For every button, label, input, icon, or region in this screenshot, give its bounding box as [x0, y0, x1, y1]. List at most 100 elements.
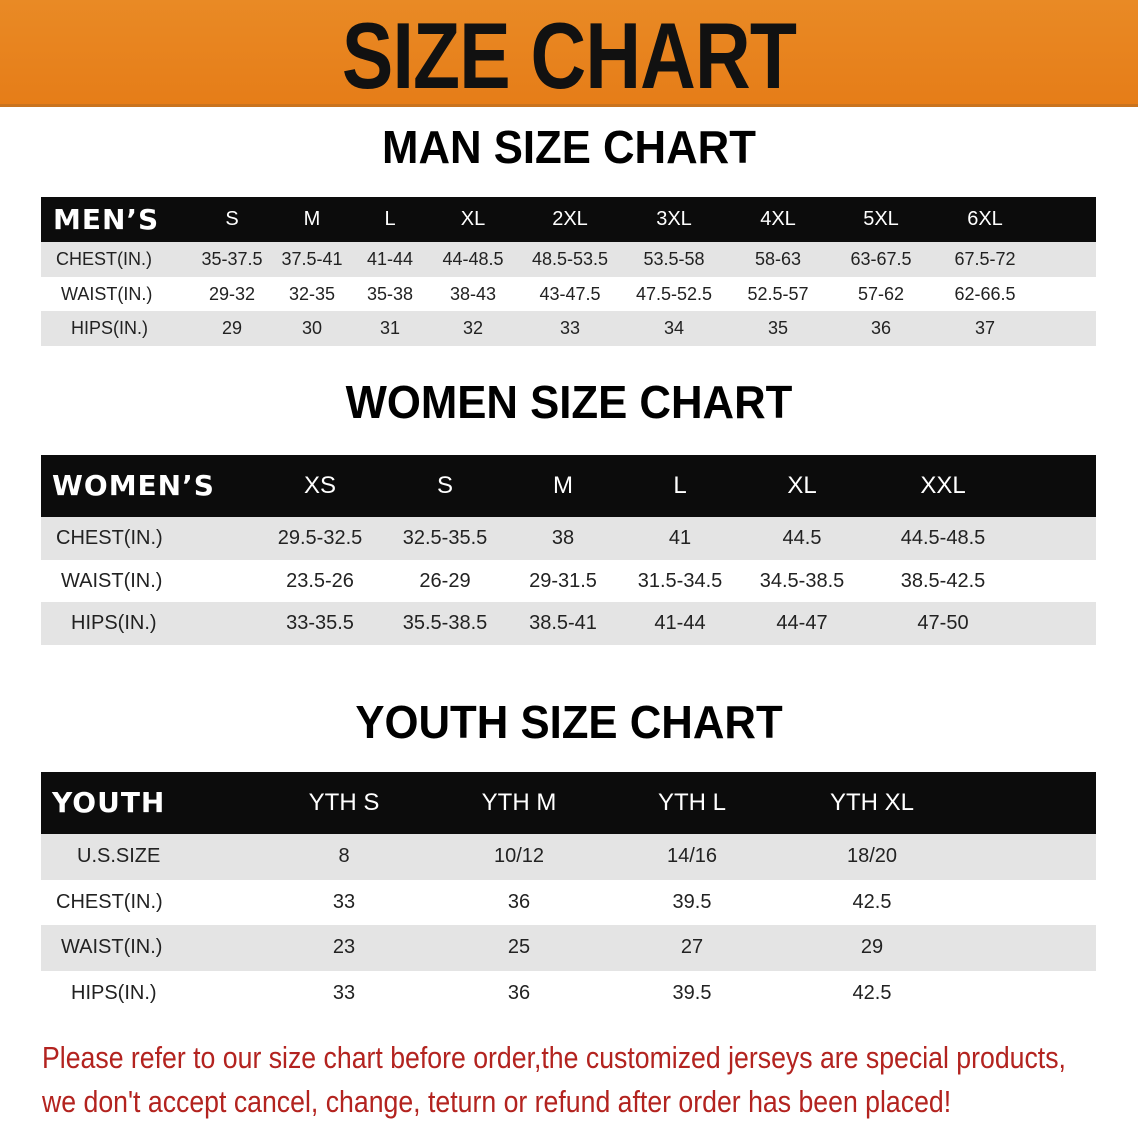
table-row: WAIST(IN.) 23 25 27 29 — [41, 925, 1096, 971]
size-column-header: YTH XL — [829, 789, 915, 816]
table-cell: 33-35.5 — [286, 612, 354, 634]
size-column-header: L — [673, 472, 687, 499]
table-cell: 57-62 — [857, 283, 905, 304]
table-cell: 41-44 — [366, 249, 414, 269]
table-cell: 29-31.5 — [529, 569, 597, 592]
table-cell: 47.5-52.5 — [635, 283, 713, 304]
table-cell: 42.5 — [852, 981, 892, 1004]
table-cell: 33 — [559, 318, 581, 338]
table-cell: 42.5 — [852, 890, 892, 913]
table-cell: 35 — [767, 318, 789, 338]
size-chart-banner: SIZE CHART — [0, 0, 1138, 108]
table-cell: 36 — [507, 890, 531, 913]
women-section-title: WOMEN SIZE CHART — [345, 376, 793, 428]
table-cell: 34.5-38.5 — [759, 569, 845, 592]
table-cell: 52.5-57 — [747, 283, 809, 304]
size-column-header: M — [553, 472, 573, 499]
row-label: CHEST(IN.) — [56, 249, 152, 269]
size-column-header: XL — [460, 208, 486, 230]
table-cell: 67.5-72 — [954, 249, 1016, 269]
table-row: WAIST(IN.) 29-32 32-35 35-38 38-43 43-47.5 47.… — [41, 277, 1096, 312]
size-column-header: 3XL — [656, 208, 692, 230]
table-cell: 35-38 — [366, 283, 414, 304]
row-label: HIPS(IN.) — [71, 612, 157, 634]
size-column-header: XL — [787, 472, 817, 499]
table-cell: 27 — [680, 936, 704, 958]
size-column-header: YTH M — [481, 789, 557, 816]
table-cell: 63-67.5 — [850, 249, 912, 269]
row-label: WAIST(IN.) — [61, 283, 153, 304]
table-cell: 44.5 — [782, 527, 822, 549]
size-column-header: YTH S — [308, 789, 380, 816]
table-header-label: WOMEN’S — [52, 469, 215, 502]
table-cell: 37 — [974, 318, 996, 338]
table-cell: 33 — [332, 981, 356, 1004]
table-row: CHEST(IN.) 35-37.5 37.5-41 41-44 44-48.5 48.5… — [41, 242, 1096, 277]
table-row: HIPS(IN.) 33 36 39.5 42.5 — [41, 971, 1096, 1017]
table-row: HIPS(IN.) 29 30 31 32 33 34 35 36 37 — [41, 311, 1096, 346]
youth-size-table: YOUTH YTH S YTH M YTH L YTH XL U.S.SIZE 8 10/12… — [41, 772, 1096, 1016]
table-cell: 32.5-35.5 — [402, 527, 488, 549]
table-cell: 37.5-41 — [281, 249, 343, 269]
table-cell: 44-48.5 — [442, 249, 504, 269]
table-cell: 36 — [507, 981, 531, 1004]
table-cell: 26-29 — [419, 569, 471, 592]
table-cell: 29 — [860, 936, 884, 958]
table-cell: 35-37.5 — [201, 249, 263, 269]
table-cell: 48.5-53.5 — [531, 249, 609, 269]
table-cell: 29-32 — [208, 283, 256, 304]
size-column-header: 5XL — [863, 208, 899, 230]
table-cell: 38.5-42.5 — [900, 569, 986, 592]
row-label: CHEST(IN.) — [56, 527, 163, 549]
size-column-header: S — [436, 472, 454, 499]
size-column-header: M — [303, 208, 321, 230]
table-header-row: MEN’S S M L XL 2XL 3XL 4XL 5XL 6XL — [41, 197, 1096, 242]
table-cell: 29 — [221, 318, 243, 338]
row-label: U.S.SIZE — [77, 845, 161, 867]
table-cell: 10/12 — [493, 845, 545, 867]
table-cell: 31.5-34.5 — [637, 569, 723, 592]
size-column-header: S — [225, 208, 239, 230]
table-header-row: WOMEN’S XS S M L XL XXL — [41, 455, 1096, 517]
table-cell: 38-43 — [449, 283, 497, 304]
table-cell: 25 — [507, 936, 531, 958]
table-cell: 62-66.5 — [954, 283, 1016, 304]
table-cell: 35.5-38.5 — [402, 612, 488, 634]
size-column-header: YTH L — [657, 789, 727, 816]
table-cell: 44.5-48.5 — [900, 527, 986, 549]
size-column-header: 2XL — [552, 208, 588, 230]
table-cell: 39.5 — [672, 890, 712, 913]
table-row: CHEST(IN.) 33 36 39.5 42.5 — [41, 880, 1096, 926]
row-label: CHEST(IN.) — [56, 890, 163, 913]
table-cell: 29.5-32.5 — [277, 527, 363, 549]
table-cell: 39.5 — [672, 981, 712, 1004]
table-row: U.S.SIZE 8 10/12 14/16 18/20 — [41, 834, 1096, 880]
table-cell: 30 — [301, 318, 323, 338]
notice-line-1: Please refer to our size chart before or… — [42, 1040, 1066, 1075]
table-cell: 41-44 — [654, 612, 706, 634]
table-cell: 31 — [379, 318, 401, 338]
row-label: WAIST(IN.) — [61, 569, 163, 592]
table-cell: 38.5-41 — [529, 612, 597, 634]
size-column-header: 4XL — [760, 208, 796, 230]
women-size-table: WOMEN’S XS S M L XL XXL CHEST(IN.) 29.5-32.5 32.5… — [41, 455, 1096, 645]
table-header-label: MEN’S — [53, 203, 160, 236]
size-column-header: XXL — [920, 472, 966, 499]
table-cell: 41 — [668, 527, 692, 549]
table-cell: 43-47.5 — [539, 283, 601, 304]
table-header-row: YOUTH YTH S YTH M YTH L YTH XL — [41, 772, 1096, 834]
men-size-table: MEN’S S M L XL 2XL 3XL 4XL 5XL 6XL CHEST(IN.) 35-37… — [41, 197, 1096, 346]
banner-title: SIZE CHART — [341, 3, 797, 108]
table-cell: 8 — [338, 845, 350, 867]
table-cell: 14/16 — [666, 845, 718, 867]
size-column-header: 6XL — [967, 208, 1003, 230]
men-section-title: MAN SIZE CHART — [382, 121, 756, 173]
table-cell: 32 — [462, 318, 484, 338]
table-cell: 58-63 — [754, 249, 802, 269]
table-header-label: YOUTH — [52, 786, 166, 819]
table-cell: 18/20 — [846, 845, 898, 867]
table-cell: 33 — [332, 890, 356, 913]
table-cell: 23 — [332, 936, 356, 958]
size-column-header: XS — [303, 472, 337, 499]
table-cell: 44-47 — [776, 612, 828, 634]
